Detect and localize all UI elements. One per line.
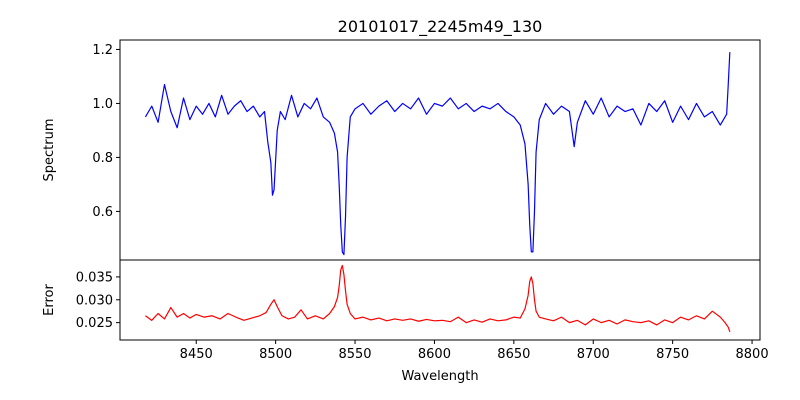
x-tick-label: 8700 <box>577 347 610 362</box>
error-line <box>145 264 731 332</box>
spectrum-line <box>144 52 731 256</box>
x-tick-label: 8650 <box>497 347 530 362</box>
y-tick-label: 0.030 <box>76 293 113 308</box>
chart-title: 20101017_2245m49_130 <box>338 17 543 37</box>
y-tick-label: 0.025 <box>76 316 113 331</box>
y-tick-label: 0.8 <box>92 151 113 166</box>
x-tick-label: 8500 <box>259 347 292 362</box>
error-series-line <box>145 264 731 332</box>
y-tick-label: 1.0 <box>92 97 113 112</box>
y-tick-label: 0.6 <box>92 205 113 220</box>
spectrum-y-axis-label: Spectrum <box>42 119 57 182</box>
x-tick-label: 8600 <box>418 347 451 362</box>
x-tick-label: 8550 <box>338 347 371 362</box>
y-tick-label: 0.035 <box>76 270 113 285</box>
error-y-ticks: 0.025 0.030 0.035 <box>76 270 120 331</box>
y-tick-label: 1.2 <box>92 43 113 58</box>
spectrum-series-line <box>144 52 731 256</box>
error-y-axis-label: Error <box>42 284 57 316</box>
error-x-ticks: 8450 8500 8550 8600 8650 8700 8750 8800 <box>180 340 769 362</box>
error-axes-frame <box>119 259 761 341</box>
x-axis-label: Wavelength <box>401 369 478 384</box>
spectrum-y-ticks: 0.6 0.8 1.0 1.2 <box>92 43 120 220</box>
x-tick-label: 8750 <box>656 347 689 362</box>
x-tick-label: 8450 <box>180 347 213 362</box>
x-tick-label: 8800 <box>736 347 769 362</box>
